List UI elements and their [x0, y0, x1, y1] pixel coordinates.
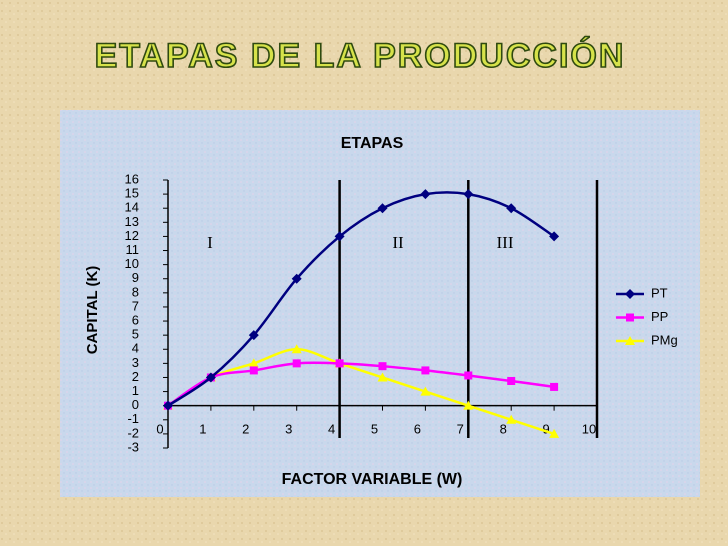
y-tick-label: 1	[132, 383, 139, 398]
point	[550, 382, 559, 391]
y-tick-label: 6	[132, 312, 139, 327]
y-tick-label: 11	[126, 242, 140, 257]
legend-label: PMg	[651, 332, 678, 347]
stage-label: III	[497, 233, 514, 252]
legend-label: PP	[651, 309, 668, 324]
point	[248, 358, 259, 368]
point	[378, 362, 387, 371]
legend-marker	[626, 313, 634, 322]
point	[377, 372, 388, 382]
x-tick-label: 3	[285, 421, 292, 436]
point	[249, 366, 258, 375]
x-axis-label: FACTOR VARIABLE (W)	[282, 471, 463, 488]
y-tick-label: 15	[125, 186, 139, 201]
y-tick-label: 13	[125, 214, 139, 229]
point	[549, 428, 560, 438]
y-tick-label: 0	[132, 397, 139, 412]
slide-title: ETAPAS DE LA PRODUCCIÓN	[95, 37, 626, 75]
point	[507, 377, 516, 385]
y-tick-label: 8	[132, 284, 139, 299]
y-tick-label: 3	[132, 355, 139, 370]
y-tick-label: 4	[132, 341, 139, 356]
x-tick-label: 1	[199, 421, 206, 436]
x-tick-label: 10	[582, 421, 596, 436]
y-axis-label: CAPITAL (K)	[84, 266, 101, 355]
y-tick-label: -1	[127, 411, 139, 426]
y-tick-label: 10	[125, 256, 139, 271]
y-tick-label: 5	[132, 327, 139, 342]
point	[506, 203, 517, 214]
x-tick-label: 9	[542, 421, 549, 436]
point	[292, 359, 301, 368]
x-tick-label: 6	[414, 421, 421, 436]
point	[334, 231, 345, 242]
point	[205, 372, 216, 383]
point	[549, 231, 560, 242]
y-tick-label: 12	[125, 228, 139, 243]
series-line	[167, 348, 555, 436]
point	[291, 344, 302, 354]
legend-label: PT	[651, 285, 668, 300]
x-tick-label: 0	[156, 421, 163, 436]
series-line	[167, 191, 555, 407]
x-tick-label: 2	[242, 421, 249, 436]
point	[420, 386, 431, 396]
point	[248, 330, 259, 341]
point	[335, 359, 344, 368]
point	[463, 400, 474, 410]
y-tick-label: 14	[125, 200, 139, 215]
x-tick-label: 5	[371, 421, 378, 436]
y-tick-label: -2	[127, 425, 139, 440]
point	[377, 203, 388, 214]
y-tick-label: 2	[132, 369, 139, 384]
y-tick-label: 7	[132, 298, 139, 313]
point	[421, 366, 430, 375]
legend-marker	[625, 336, 635, 345]
y-tick-label: 9	[132, 270, 139, 285]
y-tick-label: 16	[125, 171, 139, 186]
chart-title: ETAPAS	[341, 135, 404, 152]
x-tick-label: 4	[328, 421, 335, 436]
point	[163, 400, 173, 411]
point	[464, 371, 473, 380]
stage-label: I	[207, 233, 213, 252]
x-tick-label: 8	[500, 421, 507, 436]
series-line	[167, 361, 555, 407]
chart-area	[60, 110, 700, 497]
point	[291, 273, 302, 284]
x-tick-label: 7	[457, 421, 464, 436]
point	[506, 414, 517, 424]
y-tick-label: -3	[127, 439, 139, 454]
point	[420, 189, 431, 200]
legend-marker	[625, 289, 635, 299]
point	[463, 189, 474, 200]
stage-label: II	[392, 233, 404, 252]
